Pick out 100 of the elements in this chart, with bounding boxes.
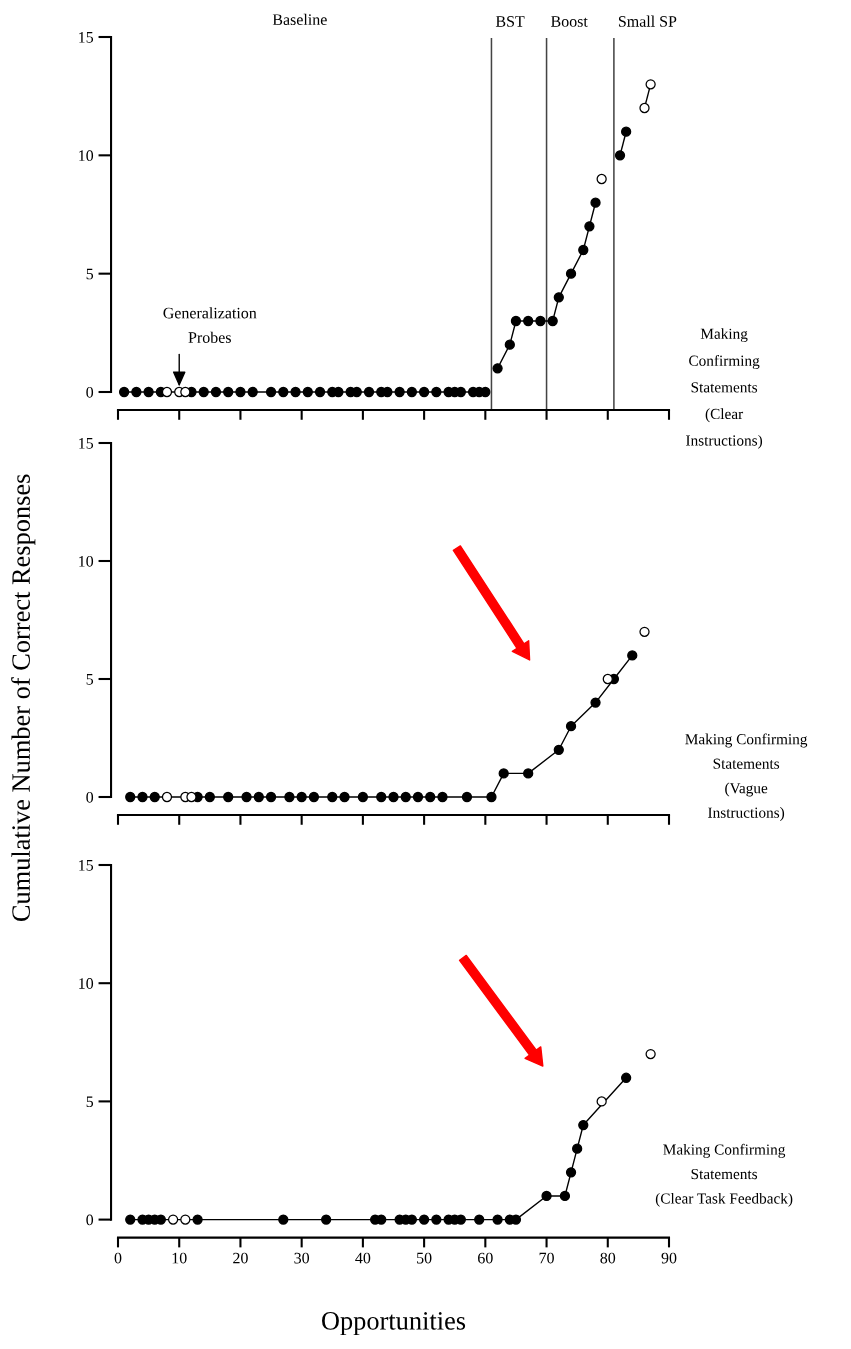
x-tick-label: 80 <box>600 1252 616 1264</box>
point <box>418 1214 430 1225</box>
point <box>180 1214 191 1225</box>
point <box>498 768 509 779</box>
point <box>523 768 534 779</box>
point <box>167 1214 179 1225</box>
point <box>388 791 399 803</box>
point <box>223 386 234 398</box>
point <box>627 650 638 661</box>
point <box>437 791 448 803</box>
point <box>339 791 350 803</box>
point <box>400 791 411 803</box>
x-tick-label: 50 <box>417 1252 432 1264</box>
point <box>314 386 326 398</box>
point <box>565 268 577 279</box>
x-tick-label: 60 <box>478 1252 493 1264</box>
point <box>510 315 522 327</box>
point <box>645 79 656 90</box>
point <box>523 315 534 327</box>
point <box>265 386 277 398</box>
point <box>357 791 369 803</box>
point <box>645 1048 656 1060</box>
y-tick-label: 5 <box>86 268 94 280</box>
point <box>596 1096 607 1107</box>
point <box>180 386 191 398</box>
point <box>474 1214 485 1225</box>
point <box>223 791 234 803</box>
x-axis-title: Opportunities <box>322 1312 466 1336</box>
point <box>308 791 320 803</box>
point <box>235 386 246 398</box>
x-tick-label: 90 <box>661 1252 677 1264</box>
y-tick-label: 15 <box>79 438 94 449</box>
x-tick-label: 0 <box>114 1252 122 1264</box>
point <box>131 386 142 398</box>
point <box>137 791 148 803</box>
point <box>486 791 497 803</box>
x-tick-label: 20 <box>233 1252 248 1264</box>
point <box>186 791 197 803</box>
point <box>425 791 436 803</box>
point <box>161 791 173 803</box>
point <box>376 791 387 803</box>
point <box>461 791 473 803</box>
point <box>535 315 546 327</box>
point <box>241 791 252 803</box>
point <box>602 673 613 685</box>
point <box>431 1214 442 1225</box>
text: Making Confirming Statements (Clear Instructions) <box>686 328 763 449</box>
point <box>547 315 558 327</box>
point <box>302 386 313 398</box>
point <box>143 386 154 398</box>
y-tick-label: 0 <box>86 1214 94 1226</box>
x-tick-label: 40 <box>355 1252 371 1264</box>
point <box>161 386 173 398</box>
y-tick-label: 5 <box>86 674 94 685</box>
point <box>210 386 222 398</box>
point <box>590 197 601 208</box>
ref-line-label: Small SP <box>618 15 677 27</box>
point <box>125 791 136 803</box>
point <box>149 791 160 803</box>
point <box>590 697 601 708</box>
point <box>639 102 650 114</box>
point <box>596 173 607 185</box>
y-tick-label: 10 <box>79 978 94 989</box>
point <box>553 744 564 755</box>
point <box>504 339 515 350</box>
point <box>559 1190 571 1202</box>
point <box>492 363 503 374</box>
x-tick-label: 70 <box>539 1252 554 1264</box>
point <box>639 626 650 637</box>
annotation: Making Confirming Statements (Clear Task Feedback) <box>655 1143 793 1207</box>
point <box>621 1072 632 1083</box>
point <box>118 386 130 398</box>
ref-line-label: Boost <box>551 16 588 27</box>
y-tick-label: 15 <box>79 32 94 43</box>
point <box>265 791 277 803</box>
point <box>198 386 209 398</box>
y-tick-label: 15 <box>79 860 94 871</box>
point <box>278 1214 289 1225</box>
text: Baseline <box>272 13 327 26</box>
point <box>278 386 289 398</box>
y-axis-title: Cumulative Number of Correct Responses <box>11 474 36 922</box>
ref-line-label: BST <box>495 16 525 27</box>
point <box>418 386 430 398</box>
point <box>394 386 405 398</box>
point <box>253 791 264 803</box>
y-tick-label: 10 <box>79 555 94 567</box>
y-tick-label: 10 <box>79 150 94 162</box>
point <box>584 221 595 232</box>
point <box>363 386 375 398</box>
point <box>296 791 307 803</box>
point <box>412 791 424 803</box>
point <box>406 386 418 398</box>
point <box>290 386 301 398</box>
point <box>541 1190 552 1202</box>
point <box>578 244 589 256</box>
point <box>578 1119 589 1131</box>
point <box>321 1214 332 1225</box>
point <box>621 126 632 137</box>
point <box>327 791 338 803</box>
point <box>431 386 442 398</box>
